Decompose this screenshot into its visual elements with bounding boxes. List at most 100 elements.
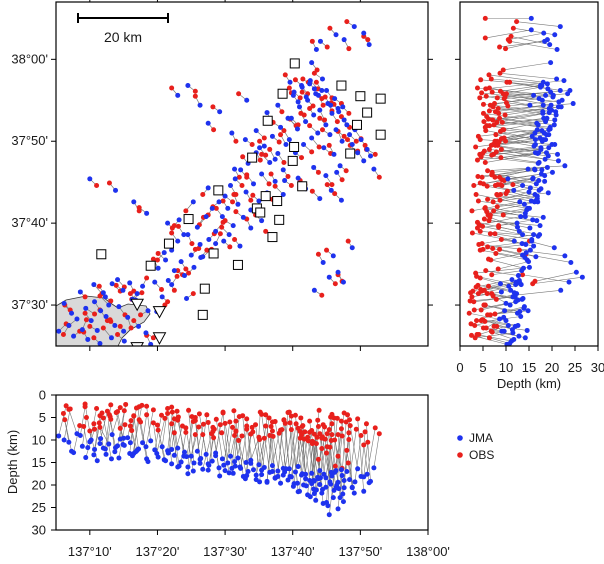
dlon-jma-point (125, 435, 131, 441)
map-obs-point (322, 94, 328, 100)
dlon-jma-point (169, 461, 175, 467)
dlat-jma-point (550, 94, 556, 100)
dlat-jma-point (529, 133, 535, 139)
dlon-jma-point (219, 456, 225, 462)
dlat-jma-point (570, 101, 576, 107)
dlon-link-line (234, 435, 241, 468)
map-jma-point (282, 178, 288, 184)
map-jma-point (341, 37, 347, 43)
dlon-jma-point (344, 469, 350, 474)
dlat-jma-point (508, 287, 514, 293)
dlat-obs-point (496, 110, 502, 116)
dlon-obs-point (253, 422, 259, 428)
map-jma-point (333, 127, 339, 133)
dlat-obs-point (486, 283, 492, 289)
dlat-link-line (485, 29, 532, 39)
map-jma-point (175, 238, 181, 244)
map-obs-point (332, 281, 338, 287)
dlat-obs-point (487, 231, 493, 237)
map-ytick-label: 37°30' (11, 297, 48, 312)
dlon-jma-point (295, 464, 301, 470)
map-obs-point (250, 192, 256, 198)
dlat-obs-point (484, 291, 490, 297)
dlon-obs-point (236, 437, 242, 443)
map-jma-point (221, 238, 227, 244)
dlon-obs-point (250, 429, 256, 435)
dlat-obs-point (474, 225, 480, 231)
dlat-axis-ticks: 0 5 10 15 20 25 30 (455, 58, 604, 375)
dlat-jma-point (533, 197, 539, 203)
dlon-ytick-label: 30 (32, 523, 46, 538)
dlon-jma-point (117, 436, 123, 442)
dlon-obs-point (305, 438, 311, 444)
map-link-line (120, 349, 125, 356)
dlon-jma-point (144, 456, 150, 462)
dlat-jma-point (552, 32, 558, 38)
station-triangle-marker (130, 298, 145, 312)
dlon-obs-point (115, 409, 121, 415)
dlon-link-line (252, 431, 260, 465)
map-ytick-label: 37°50' (11, 133, 48, 148)
dlat-obs-point (473, 191, 479, 197)
dlat-obs-point (477, 137, 483, 143)
map-obs-point (339, 177, 345, 183)
dlat-obs-point (490, 117, 496, 123)
dlat-jma-point (528, 27, 534, 33)
map-jma-point (83, 305, 89, 311)
dlat-obs-point (489, 291, 495, 297)
dlat-obs-point (497, 44, 503, 50)
dlon-obs-point (77, 423, 83, 429)
dlon-jma-point (333, 485, 339, 491)
map-jma-point (190, 199, 196, 205)
dlat-jma-point (516, 333, 522, 339)
map-obs-point (261, 135, 267, 141)
map-jma-point (335, 269, 341, 275)
dlat-link-line (499, 191, 530, 201)
dlat-obs-point (484, 114, 490, 120)
map-obs-point (346, 110, 352, 116)
map-jma-point (66, 323, 72, 329)
dlat-jma-point (549, 169, 555, 175)
map-jma-point (108, 335, 114, 341)
dlat-xtick-label: 30 (591, 360, 604, 375)
dlon-jma-point (127, 440, 133, 446)
dlon-link-line (63, 408, 71, 441)
dlon-obs-point (196, 424, 202, 430)
dlon-jma-point (143, 444, 149, 450)
map-jma-point (103, 314, 109, 320)
map-jma-point (120, 287, 126, 293)
dlon-link-line (131, 430, 138, 451)
station-square-marker (336, 80, 347, 91)
station-square-marker (163, 238, 174, 249)
dlon-jma-point (341, 485, 347, 491)
dlon-jma-point (56, 433, 62, 439)
dlon-jma-point (98, 436, 104, 442)
dlat-obs-point (477, 180, 483, 186)
dlat-jma-point (528, 198, 534, 204)
map-obs-point (150, 335, 156, 341)
dlon-link-line (216, 419, 223, 459)
dlat-jma-point (519, 241, 525, 247)
dlon-obs-point (232, 433, 238, 438)
dlon-obs-point (355, 416, 361, 422)
map-jma-point (127, 280, 133, 286)
dlat-obs-point (484, 183, 490, 189)
map-obs-point (107, 317, 113, 323)
map-jma-point (197, 102, 203, 108)
station-square-marker (297, 181, 308, 192)
map-jma-point (336, 109, 342, 115)
dlat-obs-point (481, 302, 487, 308)
map-jma-point (213, 228, 219, 234)
dlon-obs-point (331, 415, 337, 421)
dlat-jma-point (531, 243, 537, 249)
dlon-obs-point (200, 421, 206, 427)
dlon-obs-point (204, 412, 210, 418)
dlat-obs-point (477, 228, 483, 234)
map-obs-point (315, 169, 321, 175)
dlon-obs-point (186, 407, 192, 413)
dlat-link-line (481, 92, 559, 103)
station-square-marker (274, 214, 285, 225)
dlon-jma-point (355, 466, 361, 472)
dlat-link-line (507, 190, 538, 199)
dlat-obs-point (474, 157, 480, 163)
